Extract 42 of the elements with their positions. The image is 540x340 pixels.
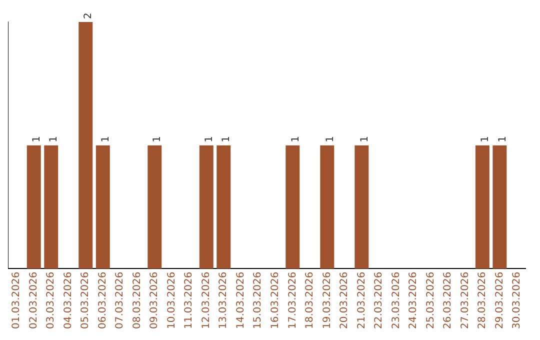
data-label: 1 xyxy=(100,136,112,142)
data-label: 1 xyxy=(324,136,336,142)
x-tick-label: 15.03.2026 xyxy=(252,272,264,330)
x-tick-label: 29.03.2026 xyxy=(494,272,506,330)
x-tick-label: 18.03.2026 xyxy=(304,272,316,330)
x-tick-label: 10.03.2026 xyxy=(166,272,178,330)
x-tick-label: 03.03.2026 xyxy=(46,272,57,330)
x-tick-label: 05.03.2026 xyxy=(80,272,92,330)
x-tick-label: 06.03.2026 xyxy=(97,272,108,330)
data-label: 1 xyxy=(204,136,215,142)
data-label: 1 xyxy=(152,136,164,142)
x-tick-label: 27.03.2026 xyxy=(460,272,471,330)
x-tick-label: 07.03.2026 xyxy=(114,272,126,330)
x-tick-label: 13.03.2026 xyxy=(218,272,230,330)
x-tick-label: 17.03.2026 xyxy=(287,272,298,330)
x-tick-label: 11.03.2026 xyxy=(184,272,195,330)
data-label: 1 xyxy=(497,136,508,142)
x-tick-label: 20.03.2026 xyxy=(339,272,350,330)
x-tick-label: 22.03.2026 xyxy=(374,272,385,330)
data-label: 1 xyxy=(221,136,232,142)
data-label: 1 xyxy=(290,136,302,142)
data-label: 2 xyxy=(83,12,94,19)
x-tick-label: 24.03.2026 xyxy=(408,272,420,330)
x-tick-label: 14.03.2026 xyxy=(235,272,246,330)
x-tick-label: 30.03.2026 xyxy=(512,272,523,330)
x-tick-label: 08.03.2026 xyxy=(132,272,143,330)
x-tick-label: 01.03.2026 xyxy=(11,272,22,330)
data-label: 1 xyxy=(359,136,370,142)
data-label: 1 xyxy=(480,136,492,142)
x-tick-label: 19.03.2026 xyxy=(322,272,333,330)
x-tick-label: 26.03.2026 xyxy=(442,272,454,330)
x-tick-label: 16.03.2026 xyxy=(270,272,281,330)
x-tick-label: 23.03.2026 xyxy=(390,272,402,330)
x-tick-label: 09.03.2026 xyxy=(149,272,160,330)
x-tick-label: 28.03.2026 xyxy=(477,272,488,330)
data-label: 1 xyxy=(31,136,42,142)
data-label: 1 xyxy=(48,136,60,142)
x-tick-label: 21.03.2026 xyxy=(356,272,368,330)
x-tick-label: 04.03.2026 xyxy=(62,272,74,330)
x-tick-label: 25.03.2026 xyxy=(425,272,436,330)
x-tick-label: 12.03.2026 xyxy=(200,272,212,330)
x-tick-label: 02.03.2026 xyxy=(28,272,40,330)
